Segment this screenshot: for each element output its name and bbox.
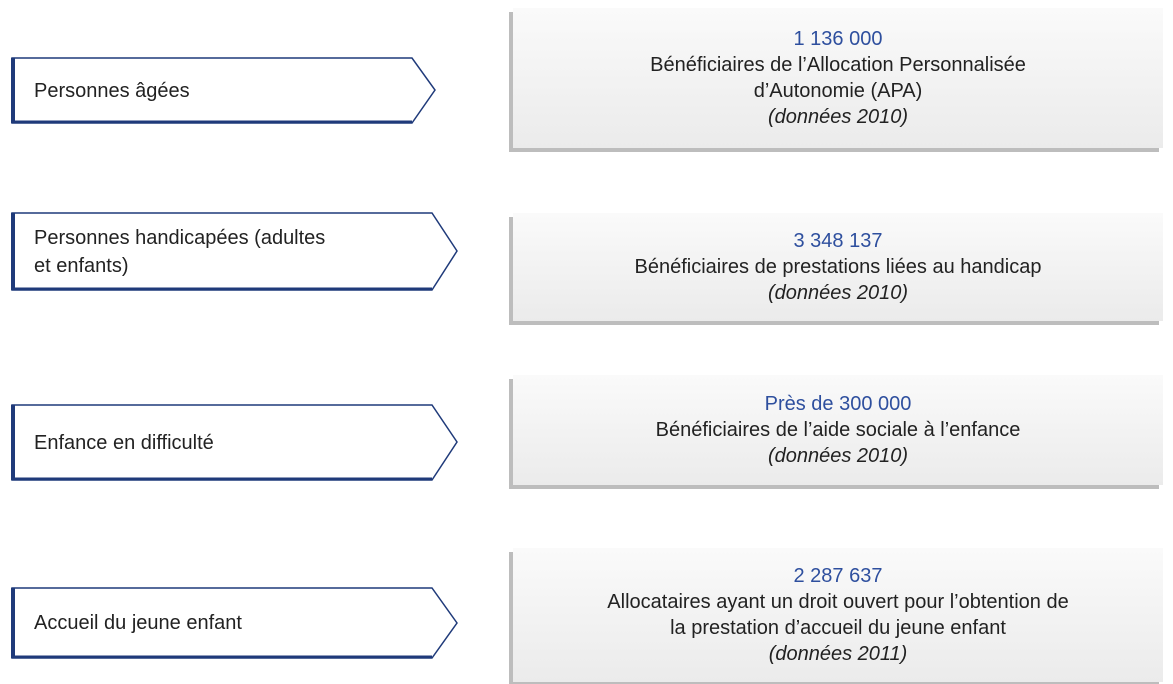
arrow-shape	[11, 212, 458, 291]
figure: 3 348 137	[793, 230, 883, 252]
figure: Près de 300 000	[764, 393, 912, 415]
info-box: 3 348 137 Bénéficiaires de prestations l…	[513, 213, 1163, 321]
category-text: Personnes handicapées (adultes	[34, 226, 326, 249]
description: Bénéficiaires de prestations liées au ha…	[634, 256, 1042, 278]
figure: 1 136 000	[793, 28, 883, 50]
category-box: Personnes handicapées (adultes et enfants…	[11, 212, 458, 291]
description: Bénéficiaires de l’aide sociale à l’enfa…	[655, 419, 1021, 441]
note: (données 2010)	[767, 282, 909, 304]
note: (données 2011)	[768, 643, 908, 665]
description: Allocataires ayant un droit ouvert pour …	[607, 591, 1069, 613]
figure: 2 287 637	[793, 565, 883, 587]
category-text: Personnes âgées	[34, 79, 190, 102]
category-box: Accueil du jeune enfant	[11, 587, 458, 659]
category-box: Personnes âgées	[11, 57, 436, 124]
category-text: et enfants)	[34, 254, 129, 277]
arrow-shape	[11, 587, 458, 659]
description: la prestation d’accueil du jeune enfant	[670, 617, 1006, 639]
description: Bénéficiaires de l’Allocation Personnali…	[650, 54, 1026, 76]
category-box: Enfance en difficulté	[11, 404, 458, 481]
note: (données 2010)	[767, 445, 909, 467]
category-text: Accueil du jeune enfant	[34, 612, 242, 634]
description: d’Autonomie (APA)	[753, 80, 923, 102]
info-box: 1 136 000 Bénéficiaires de l’Allocation …	[513, 8, 1163, 148]
arrow-shape	[11, 57, 436, 124]
arrow-shape	[11, 404, 458, 481]
note: (données 2010)	[767, 106, 909, 128]
info-box: 2 287 637 Allocataires ayant un droit ou…	[513, 548, 1163, 682]
info-box: Près de 300 000 Bénéficiaires de l’aide …	[513, 375, 1163, 485]
category-text: Enfance en difficulté	[34, 431, 214, 454]
